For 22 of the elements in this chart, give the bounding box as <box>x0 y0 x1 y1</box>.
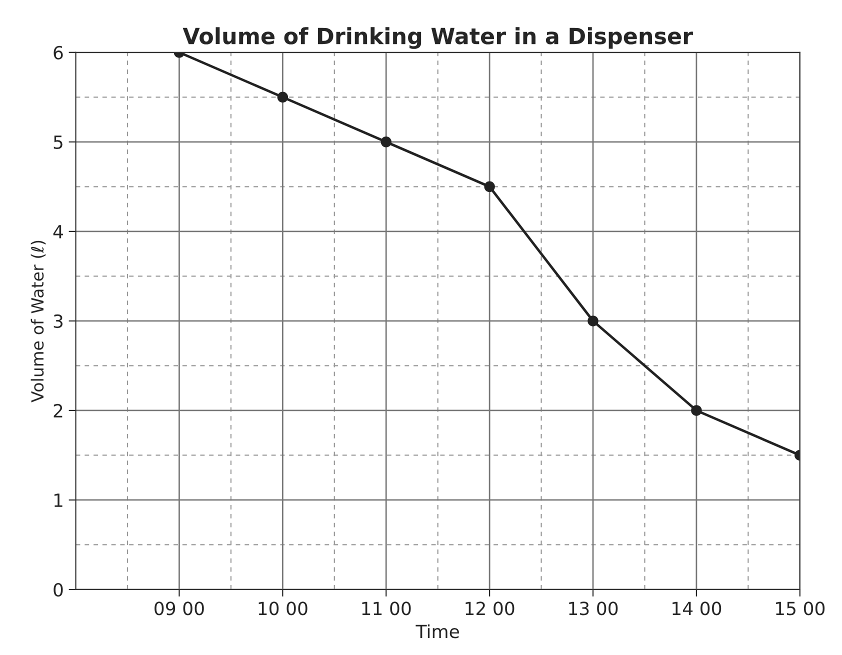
y-axis-title: Volume of Water (ℓ) <box>30 240 46 402</box>
x-tick-label: 15 00 <box>776 602 825 616</box>
point <box>484 181 495 192</box>
x-tick-label: 14 00 <box>672 602 722 616</box>
point <box>380 136 392 148</box>
y-tick-label: 4 <box>53 225 63 238</box>
y-tick-label: 0 <box>54 582 63 597</box>
x-tick-label: 10 00 <box>258 602 308 616</box>
point <box>691 405 702 416</box>
x-tick-label: 11 00 <box>362 602 411 616</box>
x-axis-title: Time <box>416 624 459 638</box>
point <box>588 316 598 326</box>
y-tick-label: 3 <box>54 314 63 328</box>
point <box>277 92 288 103</box>
y-tick-label: 1 <box>54 494 62 507</box>
x-tick-label: 13 00 <box>569 602 618 616</box>
y-tick-label: 5 <box>54 136 62 150</box>
y-tick-label: 2 <box>54 404 62 418</box>
chart-title: Volume of Drinking Water in a Dispenser <box>182 27 693 49</box>
x-tick-label: 12 00 <box>466 602 514 616</box>
x-tick-label: 09 00 <box>154 602 204 616</box>
y-tick-label: 6 <box>54 46 63 60</box>
